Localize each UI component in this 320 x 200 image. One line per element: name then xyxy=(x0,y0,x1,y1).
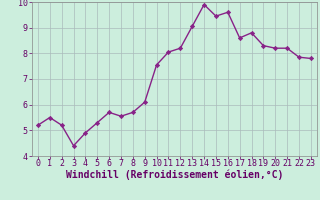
X-axis label: Windchill (Refroidissement éolien,°C): Windchill (Refroidissement éolien,°C) xyxy=(66,169,283,180)
